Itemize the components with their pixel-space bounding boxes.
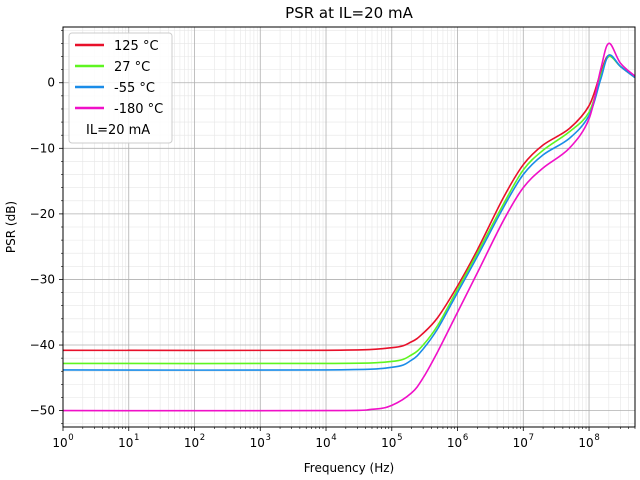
x-tick-label-exponent: 6: [463, 433, 468, 443]
x-tick-label: 10: [513, 436, 528, 450]
x-tick-label: 10: [447, 436, 462, 450]
x-tick-label-exponent: 5: [397, 433, 402, 443]
y-tick-label: −20: [30, 207, 55, 221]
legend: IL=20 mA 125 °C 27 °C -55 °C -180 °C: [68, 32, 173, 144]
x-tick-label: 10: [315, 436, 330, 450]
x-tick-label-exponent: 0: [68, 433, 73, 443]
legend-box: [68, 32, 173, 144]
legend-label: 125 °C: [114, 39, 159, 54]
legend-label: -180 °C: [114, 102, 163, 117]
legend-label: 27 °C: [114, 60, 150, 75]
y-tick-label: −30: [30, 272, 55, 286]
x-tick-label-exponent: 3: [266, 433, 271, 443]
chart-title: PSR at IL=20 mA: [285, 4, 413, 22]
x-tick-label-exponent: 7: [529, 433, 534, 443]
x-tick-label: 10: [118, 436, 133, 450]
legend-note: IL=20 mA: [86, 123, 150, 138]
x-axis: 10 0 10 1 10 2 10 3 10 4 10 5 10 6 10 7 10 8: [52, 427, 636, 450]
x-tick-label: 10: [52, 436, 67, 450]
series-layer: [62, 42, 636, 412]
x-axis-label: Frequency (Hz): [304, 461, 395, 475]
y-tick-label: 0: [47, 76, 55, 90]
y-tick-label: −50: [30, 404, 55, 418]
x-tick-label-exponent: 8: [594, 433, 599, 443]
series-line-0: [62, 54, 636, 352]
y-axis-label: PSR (dB): [4, 201, 18, 253]
x-tick-label: 10: [184, 436, 199, 450]
series-line-3: [62, 42, 636, 412]
legend-label: -55 °C: [114, 81, 155, 96]
x-tick-label: 10: [381, 436, 396, 450]
x-tick-label-exponent: 1: [134, 433, 139, 443]
series-line-2: [62, 54, 636, 371]
x-tick-label-exponent: 2: [200, 433, 205, 443]
y-tick-label: −40: [30, 338, 55, 352]
y-axis: −50 −40 −30 −20 −10 0: [30, 29, 63, 425]
x-tick-label: 10: [578, 436, 593, 450]
series-line-1: [62, 55, 636, 365]
x-tick-label: 10: [250, 436, 265, 450]
y-tick-label: −10: [30, 141, 55, 155]
x-tick-label-exponent: 4: [331, 433, 336, 443]
